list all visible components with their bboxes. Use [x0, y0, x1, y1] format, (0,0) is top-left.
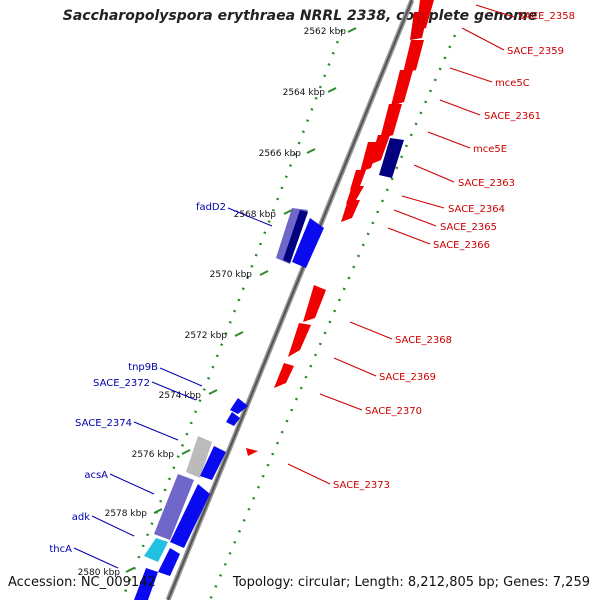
- scale-label: 2576 kbp: [132, 450, 175, 460]
- forward-label: tnp9B: [128, 362, 158, 373]
- accession-text: Accession: NC_009142: [8, 575, 156, 590]
- reverse-label: SACE_2368: [395, 335, 452, 346]
- scale-label: 2568 kbp: [234, 210, 277, 220]
- forward-strand-genes: [134, 208, 324, 600]
- reverse-label: SACE_2364: [448, 204, 505, 215]
- scale-label: 2572 kbp: [185, 331, 228, 341]
- outer-tick-ring: [208, 34, 457, 600]
- scale-label: 2570 kbp: [210, 270, 253, 280]
- reverse-leader-lines: [287, 4, 515, 485]
- reverse-label: SACE_2361: [484, 111, 541, 122]
- scale-label: 2562 kbp: [304, 27, 347, 37]
- scale-ticks: [125, 27, 357, 573]
- forward-label: SACE_2372: [93, 378, 150, 389]
- reverse-label: SACE_2366: [433, 240, 490, 251]
- scale-label: 2564 kbp: [283, 88, 326, 98]
- forward-leader-lines: [73, 207, 273, 569]
- forward-label: acsA: [84, 470, 108, 481]
- reverse-label: SACE_2363: [458, 178, 515, 189]
- topology-text: Topology: circular; Length: 8,212,805 bp…: [232, 575, 590, 590]
- reverse-label: SACE_2359: [507, 46, 564, 57]
- reverse-strand-genes: [246, 0, 434, 456]
- scale-label: 2580 kbp: [78, 568, 121, 578]
- scale-label: 2578 kbp: [105, 509, 148, 519]
- reverse-label: SACE_2365: [440, 222, 497, 233]
- scale-label: 2574 kbp: [159, 391, 202, 401]
- reverse-label: SACE_2370: [365, 406, 422, 417]
- forward-label: fadD2: [196, 202, 226, 213]
- forward-label: adk: [72, 512, 90, 523]
- genome-backbone: [165, 0, 415, 600]
- reverse-label: SACE_2373: [333, 480, 390, 491]
- reverse-label: mce5C: [495, 78, 530, 89]
- forward-label: thcA: [49, 544, 72, 555]
- scale-label: 2566 kbp: [259, 149, 302, 159]
- reverse-label: SACE_2369: [379, 372, 436, 383]
- forward-label: SACE_2374: [75, 418, 132, 429]
- reverse-label: mce5E: [473, 144, 507, 155]
- reverse-label: SACE_2358: [518, 11, 575, 22]
